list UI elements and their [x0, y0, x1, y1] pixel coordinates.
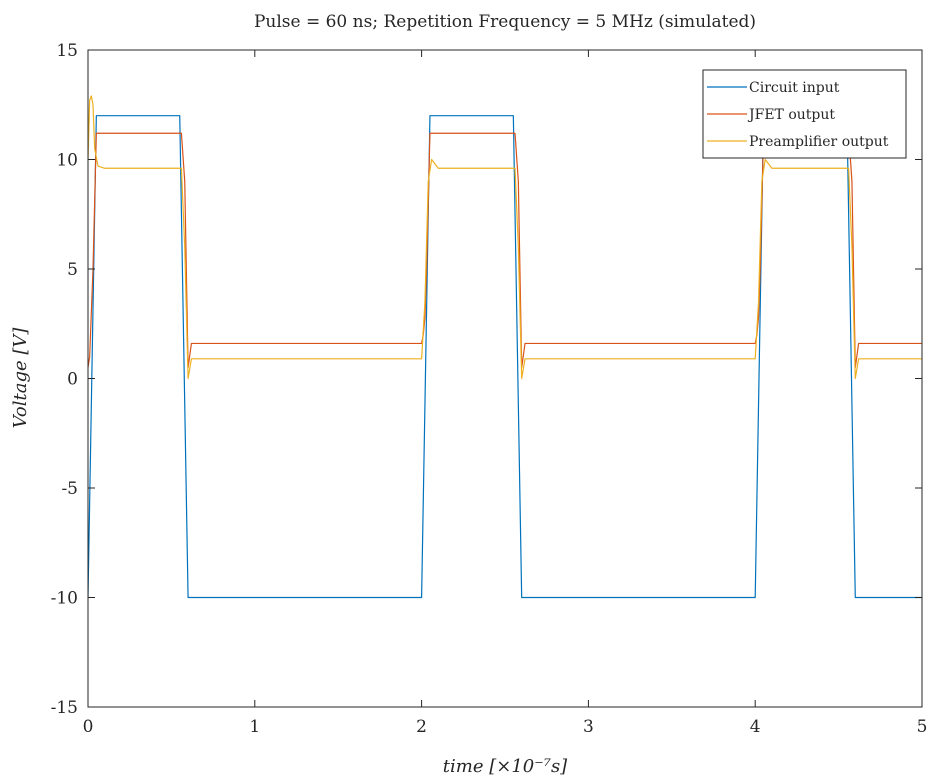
y-tick-label: 0: [67, 370, 78, 390]
y-axis-label: Voltage [V]: [10, 327, 31, 429]
y-tick-label: 15: [56, 41, 78, 61]
y-tick-label: 5: [67, 260, 78, 280]
x-tick-label: 1: [249, 717, 260, 737]
y-tick-label: -5: [61, 479, 78, 499]
y-tick-label: 10: [56, 151, 78, 171]
y-tick-label: -10: [51, 589, 78, 609]
x-tick-label: 3: [583, 717, 594, 737]
ticks-layer: 0 1 2 3 4 5 -15 -10 -5 0 5 10 15: [51, 41, 928, 737]
legend-label: Preamplifier output: [749, 134, 889, 150]
plot-area: 0 1 2 3 4 5 -15 -10 -5 0 5 10 15: [51, 41, 928, 737]
legend: Circuit input JFET output Preamplifier out…: [702, 69, 907, 159]
legend-label: JFET output: [747, 107, 835, 123]
x-tick-label: 2: [416, 717, 427, 737]
x-tick-label: 5: [917, 717, 928, 737]
x-tick-label: 4: [750, 717, 761, 737]
legend-label: Circuit input: [749, 80, 840, 96]
y-tick-label: -15: [51, 698, 78, 718]
series-line-3: [88, 95, 922, 380]
chart-title: Pulse = 60 ns; Repetition Frequency = 5 …: [254, 12, 756, 32]
x-tick-label: 0: [83, 717, 94, 737]
x-axis-label: time [×10⁻⁷s]: [443, 756, 568, 777]
